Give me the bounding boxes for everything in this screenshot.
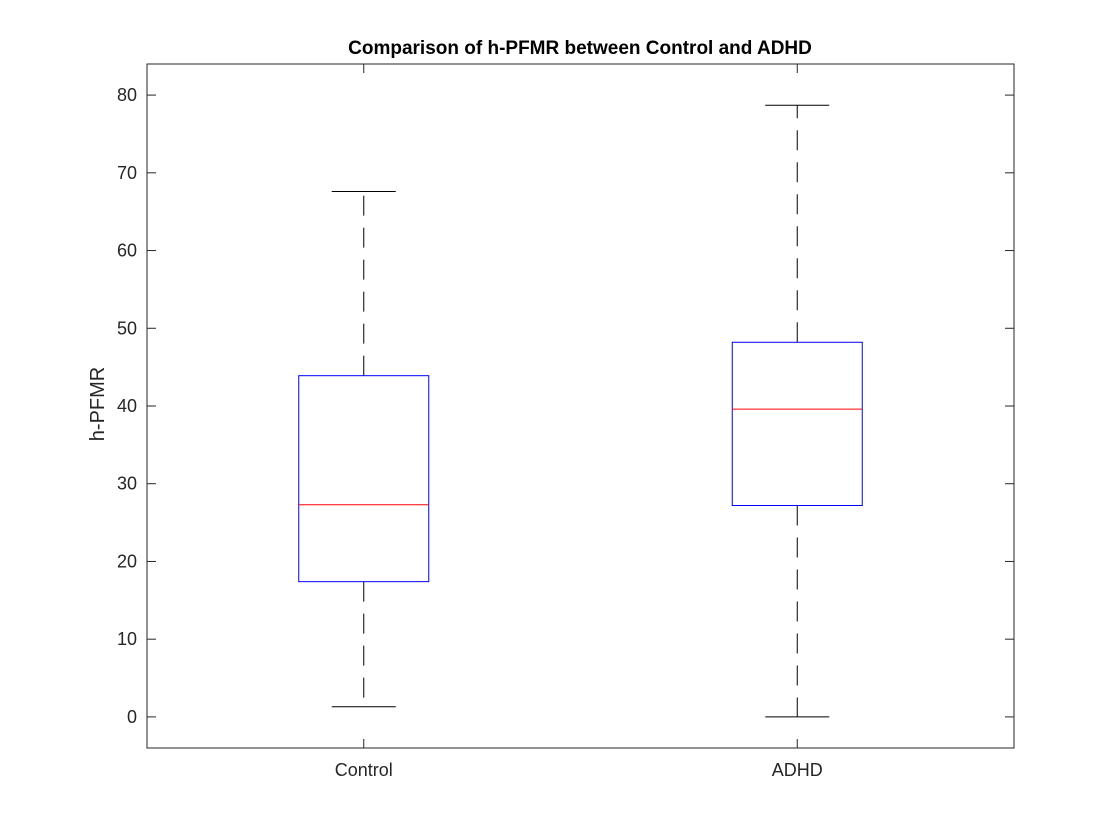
y-tick-label: 10 <box>117 629 137 649</box>
y-axis-ticks: 0 10 20 30 40 50 60 70 80 <box>117 85 1014 727</box>
x-axis-ticks: Control ADHD <box>335 64 823 780</box>
y-tick-label: 0 <box>127 707 137 727</box>
y-tick-label: 40 <box>117 396 137 416</box>
x-tick-label: Control <box>335 760 393 780</box>
x-tick-label: ADHD <box>772 760 823 780</box>
y-tick-label: 60 <box>117 241 137 261</box>
box-control <box>298 190 430 708</box>
iqr-box <box>298 375 430 583</box>
y-tick-label: 80 <box>117 85 137 105</box>
y-tick-label: 70 <box>117 163 137 183</box>
box-series <box>298 104 863 718</box>
iqr-box <box>731 341 863 506</box>
y-axis-label: h-PFMR <box>87 367 109 441</box>
y-tick-label: 30 <box>117 474 137 494</box>
y-tick-label: 20 <box>117 551 137 571</box>
box-adhd <box>731 104 863 718</box>
chart-title: Comparison of h-PFMR between Control and… <box>348 38 812 59</box>
y-tick-label: 50 <box>117 318 137 338</box>
